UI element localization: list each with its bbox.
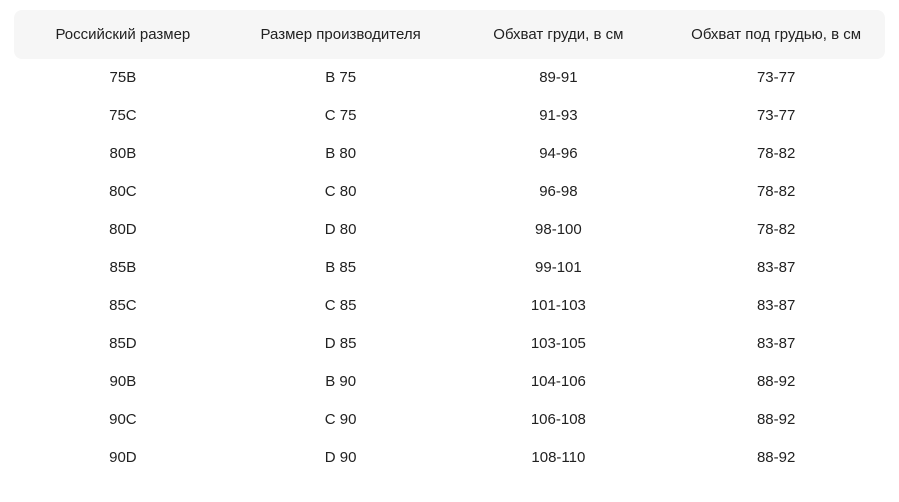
table-cell: 80C: [109, 183, 137, 200]
table-cell: 85C: [109, 297, 137, 314]
table-cell: D 90: [324, 449, 357, 466]
table-cell: 75C: [109, 107, 137, 124]
table-body: 75B B 75 89-91 73-77 75C C 75 91-93 73-77 80B B 8…: [14, 59, 885, 477]
table-header-row: Российский размер Размер производителя О…: [14, 10, 885, 59]
table-cell: 99-101: [535, 259, 582, 276]
table-cell: 106-108: [530, 411, 586, 428]
table-row: 75C C 75 91-93 73-77: [14, 97, 885, 135]
table-cell: C 75: [324, 107, 357, 124]
table-cell: 80D: [109, 221, 137, 238]
table-cell: 103-105: [530, 335, 586, 352]
table-cell: 75B: [109, 69, 137, 86]
table-cell: 83-87: [756, 297, 796, 314]
table-cell: 78-82: [756, 221, 796, 238]
column-header-manufacturer-size: Размер производителя: [260, 25, 421, 43]
table-cell: 90C: [109, 411, 137, 428]
table-row: 90C C 90 106-108 88-92: [14, 401, 885, 439]
table-cell: 73-77: [756, 69, 796, 86]
table-cell: 88-92: [756, 411, 796, 428]
table-row: 80D D 80 98-100 78-82: [14, 211, 885, 249]
table-cell: D 85: [324, 335, 357, 352]
table-cell: B 85: [325, 259, 357, 276]
table-cell: 80B: [109, 145, 137, 162]
table-cell: 85B: [109, 259, 137, 276]
table-cell: B 75: [325, 69, 357, 86]
table-cell: 108-110: [531, 449, 586, 466]
table-cell: 94-96: [539, 145, 578, 162]
table-cell: 78-82: [756, 145, 796, 162]
table-cell: 85D: [109, 335, 137, 352]
table-cell: C 80: [324, 183, 357, 200]
column-header-russian-size: Российский размер: [55, 25, 191, 43]
table-cell: 73-77: [756, 107, 796, 124]
table-cell: 91-93: [539, 107, 578, 124]
table-cell: B 80: [325, 145, 357, 162]
column-header-underbust-girth: Обхват под грудью, в см: [691, 25, 862, 43]
table-cell: 101-103: [530, 297, 586, 314]
table-row: 85B B 85 99-101 83-87: [14, 249, 885, 287]
table-cell: 83-87: [756, 259, 796, 276]
table-cell: 98-100: [535, 221, 582, 238]
table-cell: 96-98: [539, 183, 578, 200]
table-cell: C 85: [324, 297, 357, 314]
table-cell: B 90: [325, 373, 357, 390]
size-chart-table: Российский размер Размер производителя О…: [14, 10, 885, 477]
table-row: 85D D 85 103-105 83-87: [14, 325, 885, 363]
table-cell: 90D: [109, 449, 137, 466]
table-row: 80C C 80 96-98 78-82: [14, 173, 885, 211]
table-row: 80B B 80 94-96 78-82: [14, 135, 885, 173]
table-row: 75B B 75 89-91 73-77: [14, 59, 885, 97]
table-cell: 104-106: [530, 373, 586, 390]
table-cell: 90B: [109, 373, 137, 390]
table-cell: D 80: [324, 221, 357, 238]
table-cell: C 90: [324, 411, 357, 428]
table-cell: 88-92: [756, 373, 796, 390]
table-cell: 78-82: [756, 183, 796, 200]
table-row: 85C C 85 101-103 83-87: [14, 287, 885, 325]
table-cell: 83-87: [756, 335, 796, 352]
table-row: 90D D 90 108-110 88-92: [14, 439, 885, 477]
table-row: 90B B 90 104-106 88-92: [14, 363, 885, 401]
column-header-bust-girth: Обхват груди, в см: [493, 25, 624, 43]
table-cell: 88-92: [756, 449, 796, 466]
table-cell: 89-91: [539, 69, 578, 86]
